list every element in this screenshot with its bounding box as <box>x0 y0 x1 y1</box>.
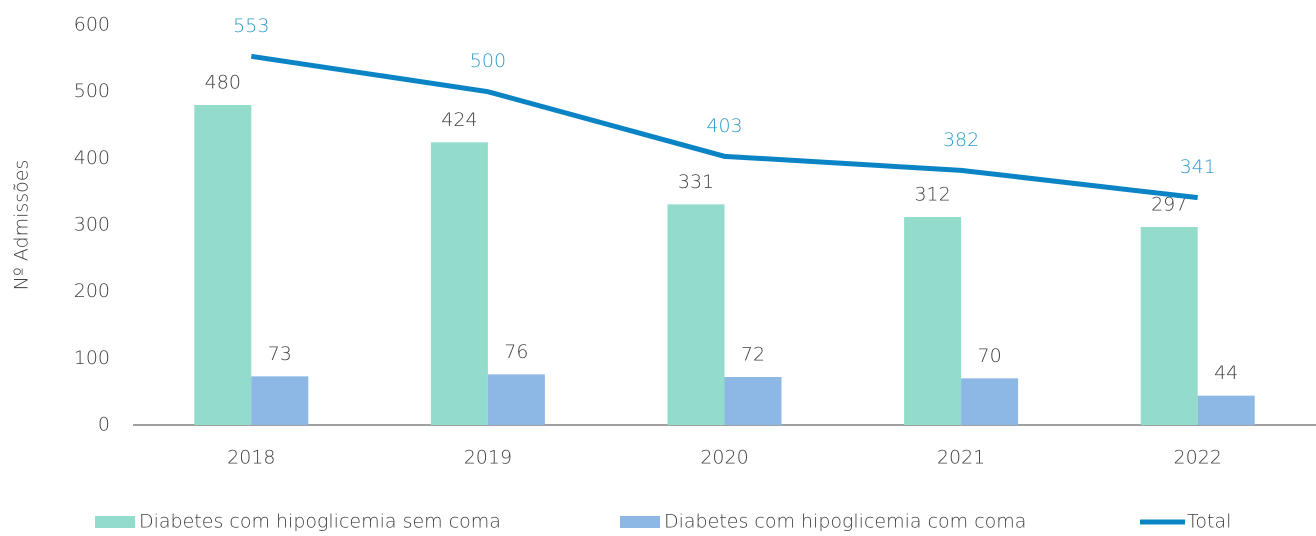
legend-swatch <box>620 516 660 528</box>
x-tick-label: 2020 <box>700 447 748 469</box>
legend-swatch <box>95 516 135 528</box>
bar <box>904 217 962 425</box>
data-label: 424 <box>441 109 477 131</box>
data-label: 331 <box>678 171 714 193</box>
y-tick-label: 0 <box>98 414 110 436</box>
x-tick-label: 2022 <box>1174 447 1222 469</box>
line <box>250 53 1198 201</box>
x-tick-label: 2018 <box>227 447 275 469</box>
y-tick-label: 400 <box>74 147 110 169</box>
legend-label: Total <box>1187 511 1231 533</box>
data-label: 297 <box>1151 194 1187 216</box>
legend-label: Diabetes com hipoglicemia com coma <box>664 511 1026 533</box>
data-label: 73 <box>268 343 292 365</box>
bar <box>961 378 1019 425</box>
y-tick-label: 200 <box>74 280 110 302</box>
data-label: 500 <box>470 50 506 72</box>
data-label: 72 <box>741 344 765 366</box>
legend-label: Diabetes com hipoglicemia sem coma <box>139 511 501 533</box>
data-label: 70 <box>978 345 1002 367</box>
x-tick-label: 2021 <box>937 447 985 469</box>
data-label: 341 <box>1180 156 1216 178</box>
y-tick-label: 500 <box>74 80 110 102</box>
bar <box>487 374 545 425</box>
data-label: 382 <box>943 129 979 151</box>
data-label: 76 <box>504 341 528 363</box>
data-label: 44 <box>1214 362 1238 384</box>
data-label: 480 <box>205 72 241 94</box>
bar <box>667 204 725 425</box>
y-axis-title: Nº Admissões <box>11 160 33 291</box>
bar <box>1140 227 1198 425</box>
bar <box>724 377 782 425</box>
bar <box>194 105 252 425</box>
data-label: 312 <box>914 184 950 206</box>
bar <box>430 142 488 426</box>
y-tick-label: 100 <box>74 347 110 369</box>
y-tick-label: 600 <box>74 14 110 36</box>
data-label: 403 <box>706 115 742 137</box>
x-tick-label: 2019 <box>464 447 512 469</box>
bar <box>251 376 309 425</box>
y-tick-label: 300 <box>74 214 110 236</box>
data-label: 553 <box>233 15 269 37</box>
bar <box>1197 395 1255 425</box>
